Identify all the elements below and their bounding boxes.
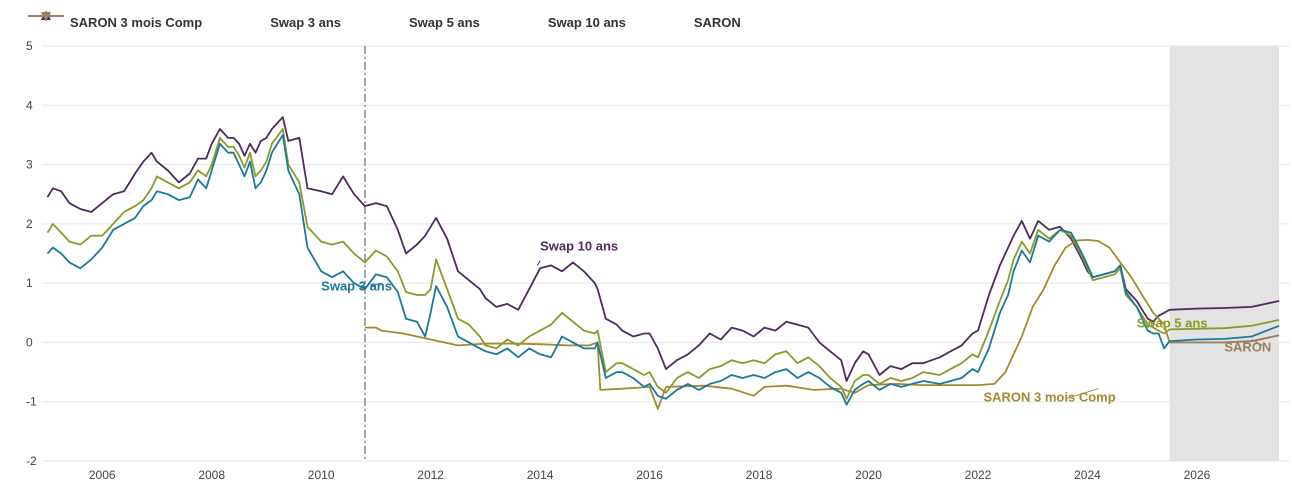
annotation-pointer-swap-10-ans: [536, 260, 541, 266]
x-tick-label: 2020: [855, 468, 882, 482]
legend-item-saron[interactable]: SARON: [28, 12, 741, 30]
annotation-pointer-swap-5-ans: [1147, 321, 1159, 327]
annotation-pointer-saron-3-mois-comp: [1065, 388, 1099, 400]
legend-label: SARON 3 mois Comp: [70, 14, 203, 30]
y-tick-label: -2: [26, 454, 37, 468]
annotation-saron-3-mois-comp: SARON 3 mois Comp: [983, 390, 1115, 405]
annotation-swap-10-ans: Swap 10 ans: [540, 239, 618, 254]
y-tick-label: -1: [26, 395, 37, 409]
legend-marker-icon: [28, 12, 688, 28]
x-tick-label: 2022: [965, 468, 992, 482]
x-tick-label: 2014: [527, 468, 554, 482]
y-tick-label: 2: [26, 217, 33, 231]
legend-label: SARON: [693, 14, 741, 30]
x-tick-label: 2006: [89, 468, 116, 482]
annotation-swap-5-ans: Swap 5 ans: [1137, 316, 1208, 331]
x-tick-label: 2012: [417, 468, 444, 482]
x-tick-label: 2024: [1074, 468, 1101, 482]
annotation-pointer-swap-3-ans: [370, 282, 382, 287]
chart-legend: SARON 3 mois Comp Swap 3 ans Swap 5 ans Swa…: [28, 10, 741, 34]
annotation-swap-3-ans: Swap 3 ans: [321, 278, 392, 293]
series-line-swap-10-ans: [46, 116, 1280, 382]
annotation-saron: SARON: [1224, 339, 1271, 354]
y-tick-label: 3: [26, 158, 33, 172]
x-tick-label: 2026: [1184, 468, 1211, 482]
forecast-shaded-region: [1169, 46, 1280, 461]
annotation-pointer-saron: [1251, 339, 1263, 346]
y-tick-label: 1: [26, 276, 33, 290]
legend-label: Swap 3 ans: [270, 14, 341, 30]
legend-label: Swap 5 ans: [409, 14, 480, 30]
legend-label: Swap 10 ans: [547, 14, 626, 30]
series-line-swap-5-ans: [46, 128, 1280, 400]
x-tick-label: 2016: [636, 468, 663, 482]
x-tick-label: 2008: [198, 468, 225, 482]
y-tick-label: 0: [26, 335, 33, 349]
y-tick-label: 4: [26, 98, 33, 112]
series-line-saron: [1169, 334, 1280, 344]
series-line-swap-3-ans: [46, 134, 1280, 406]
series-line-saron-3-mois-comp: [364, 239, 1280, 410]
x-tick-label: 2010: [308, 468, 335, 482]
x-tick-label: 2018: [746, 468, 773, 482]
y-tick-label: 5: [26, 39, 33, 53]
